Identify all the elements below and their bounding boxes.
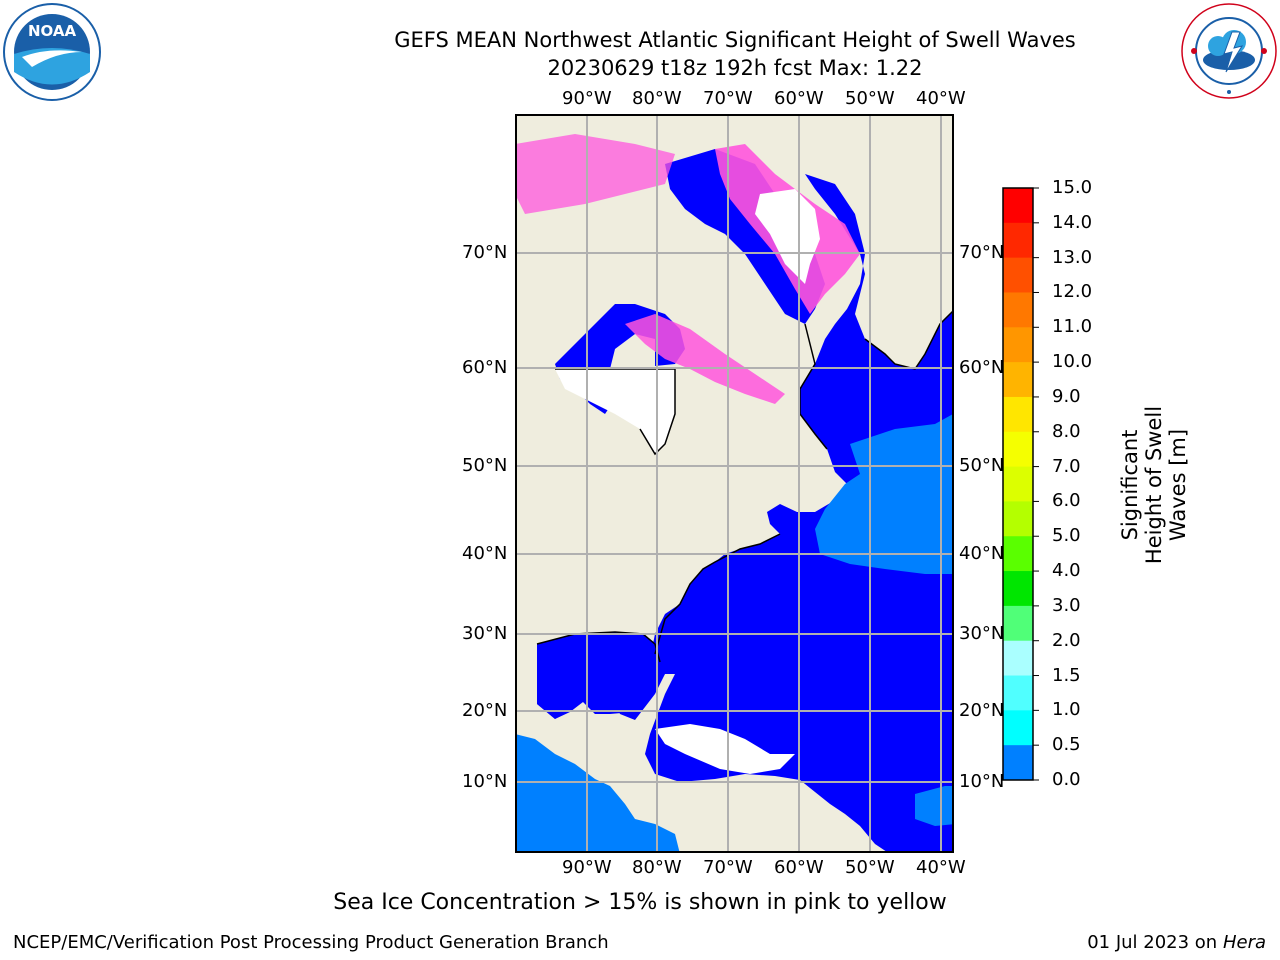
colorbar-segment bbox=[1003, 396, 1033, 433]
colorbar-tick-label: 6.0 bbox=[1052, 490, 1081, 512]
graticule bbox=[516, 115, 953, 852]
colorbar-tick-label: 1.5 bbox=[1052, 664, 1081, 686]
colorbar-segment bbox=[1003, 222, 1033, 259]
footer-right: 01 Jul 2023 on Hera bbox=[1087, 932, 1266, 953]
colorbar-tick-label: 8.0 bbox=[1052, 420, 1081, 442]
colorbar-segment bbox=[1003, 745, 1033, 781]
noaa-logo-text: NOAA bbox=[28, 22, 77, 40]
footer-host: Hera bbox=[1222, 932, 1266, 953]
colorbar-tick-label: 13.0 bbox=[1052, 246, 1093, 268]
caption: Sea Ice Concentration > 15% is shown in … bbox=[333, 890, 947, 915]
lat-tick-right: 10°N bbox=[959, 771, 1005, 792]
chart-title-line2: 20230629 t18z 192h fcst Max: 1.22 bbox=[547, 56, 923, 80]
colorbar-tick-label: 2.0 bbox=[1052, 629, 1081, 651]
caribbean-white bbox=[655, 724, 795, 774]
lat-tick-left: 60°N bbox=[462, 357, 508, 378]
colorbar-segment bbox=[1003, 466, 1033, 502]
lat-tick-right: 30°N bbox=[959, 623, 1005, 644]
lon-tick-top: 90°W bbox=[562, 88, 612, 109]
colorbar-tick-label: 9.0 bbox=[1052, 385, 1081, 407]
lat-tick-left: 50°N bbox=[462, 455, 508, 476]
lon-tick-bottom: 40°W bbox=[916, 857, 966, 878]
colorbar-tick-label: 11.0 bbox=[1052, 316, 1093, 338]
no-data-area bbox=[555, 369, 675, 454]
lon-tick-bottom: 90°W bbox=[562, 857, 612, 878]
colorbar-segment bbox=[1003, 362, 1033, 398]
colorbar-segment bbox=[1003, 640, 1033, 677]
baffin-bay bbox=[665, 149, 825, 324]
lat-tick-right: 20°N bbox=[959, 700, 1005, 721]
colorbar-segment bbox=[1003, 431, 1033, 468]
colorbar-segment bbox=[1003, 327, 1033, 363]
chart-title-line1: GEFS MEAN Northwest Atlantic Significant… bbox=[394, 28, 1076, 52]
lon-tick-top: 60°W bbox=[774, 88, 824, 109]
colorbar-segment bbox=[1003, 292, 1033, 328]
lon-tick-bottom: 50°W bbox=[845, 857, 895, 878]
sea-ice-arctic bbox=[516, 134, 675, 214]
colorbar-tick-label: 5.0 bbox=[1052, 525, 1081, 547]
colorbar-segment bbox=[1003, 571, 1033, 607]
sea-ice-white bbox=[755, 189, 820, 284]
lat-tick-left: 10°N bbox=[462, 771, 508, 792]
lat-tick-right: 50°N bbox=[959, 455, 1005, 476]
lat-tick-left: 70°N bbox=[462, 242, 508, 263]
lon-tick-top: 70°W bbox=[703, 88, 753, 109]
colorbar-segment bbox=[1003, 710, 1033, 746]
colorbar-tick-label: 0.5 bbox=[1052, 734, 1081, 756]
lon-tick-top: 80°W bbox=[632, 88, 682, 109]
swell-patch-south bbox=[915, 786, 953, 826]
colorbar-tick-label: 15.0 bbox=[1052, 177, 1093, 198]
swell-patch-mid bbox=[815, 414, 953, 574]
noaa-logo: NOAA bbox=[3, 3, 101, 101]
lat-tick-right: 60°N bbox=[959, 357, 1005, 378]
colorbar-frame bbox=[1002, 187, 1034, 781]
lat-tick-left: 40°N bbox=[462, 543, 508, 564]
lat-tick-right: 40°N bbox=[959, 543, 1005, 564]
colorbar-tick-label: 10.0 bbox=[1052, 351, 1093, 373]
colorbar bbox=[1002, 187, 1039, 781]
colorbar-tick-label: 1.0 bbox=[1052, 699, 1081, 721]
lon-tick-top: 40°W bbox=[916, 88, 966, 109]
colorbar-segment bbox=[1003, 257, 1033, 293]
pacific-ocean bbox=[516, 734, 680, 852]
colorbar-label: Significant Height of Swell Waves [m] bbox=[1118, 405, 1190, 565]
colorbar-segment bbox=[1003, 188, 1033, 224]
lon-tick-bottom: 80°W bbox=[632, 857, 682, 878]
sea-ice-hudson bbox=[625, 314, 785, 404]
map-panel bbox=[515, 114, 954, 853]
nws-logo bbox=[1181, 3, 1277, 99]
footer-left: NCEP/EMC/Verification Post Processing Pr… bbox=[13, 932, 609, 953]
colorbar-tick-label: 12.0 bbox=[1052, 281, 1093, 303]
colorbar-tick-label: 3.0 bbox=[1052, 594, 1081, 616]
colorbar-tick-label: 7.0 bbox=[1052, 455, 1081, 477]
lon-tick-bottom: 70°W bbox=[703, 857, 753, 878]
colorbar-tick-label: 0.0 bbox=[1052, 769, 1081, 790]
colorbar-segment bbox=[1003, 675, 1033, 711]
colorbar-segment bbox=[1003, 605, 1033, 642]
colorbar-tick-label: 4.0 bbox=[1052, 560, 1081, 582]
lon-tick-top: 50°W bbox=[845, 88, 895, 109]
lat-tick-right: 70°N bbox=[959, 242, 1005, 263]
lon-tick-bottom: 60°W bbox=[774, 857, 824, 878]
colorbar-segment bbox=[1003, 536, 1033, 572]
map-frame bbox=[515, 114, 954, 853]
lat-tick-left: 30°N bbox=[462, 623, 508, 644]
gulf-of-mexico bbox=[537, 632, 665, 719]
lat-tick-left: 20°N bbox=[462, 700, 508, 721]
colorbar-tick-label: 14.0 bbox=[1052, 211, 1093, 233]
colorbar-segment bbox=[1003, 501, 1033, 537]
footer-date: 01 Jul 2023 on bbox=[1087, 932, 1223, 953]
